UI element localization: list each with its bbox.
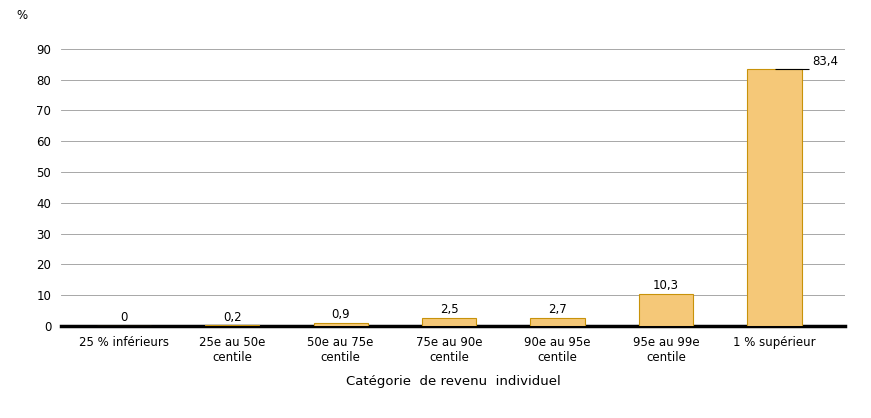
- Text: 83,4: 83,4: [813, 55, 839, 68]
- Y-axis label: %: %: [17, 9, 27, 22]
- Text: 2,5: 2,5: [440, 303, 458, 316]
- X-axis label: Catégorie  de revenu  individuel: Catégorie de revenu individuel: [346, 375, 560, 388]
- Text: 0,2: 0,2: [223, 311, 241, 324]
- Text: 0: 0: [120, 311, 127, 324]
- Bar: [747, 69, 801, 326]
- Bar: [639, 294, 693, 326]
- Bar: [314, 323, 368, 326]
- Text: 0,9: 0,9: [331, 308, 350, 321]
- Bar: [530, 318, 584, 326]
- Bar: [422, 319, 476, 326]
- Text: 2,7: 2,7: [548, 303, 567, 316]
- Text: 10,3: 10,3: [653, 280, 679, 293]
